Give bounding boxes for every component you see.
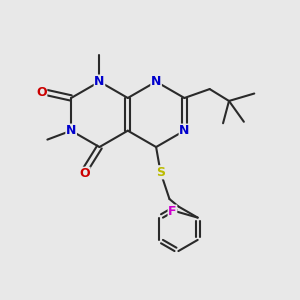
Text: N: N: [179, 124, 190, 137]
Text: N: N: [94, 75, 105, 88]
Text: N: N: [66, 124, 76, 137]
Text: N: N: [151, 75, 161, 88]
Text: F: F: [168, 205, 177, 218]
Text: S: S: [156, 166, 165, 179]
Text: O: O: [79, 167, 90, 180]
Text: O: O: [36, 85, 47, 98]
